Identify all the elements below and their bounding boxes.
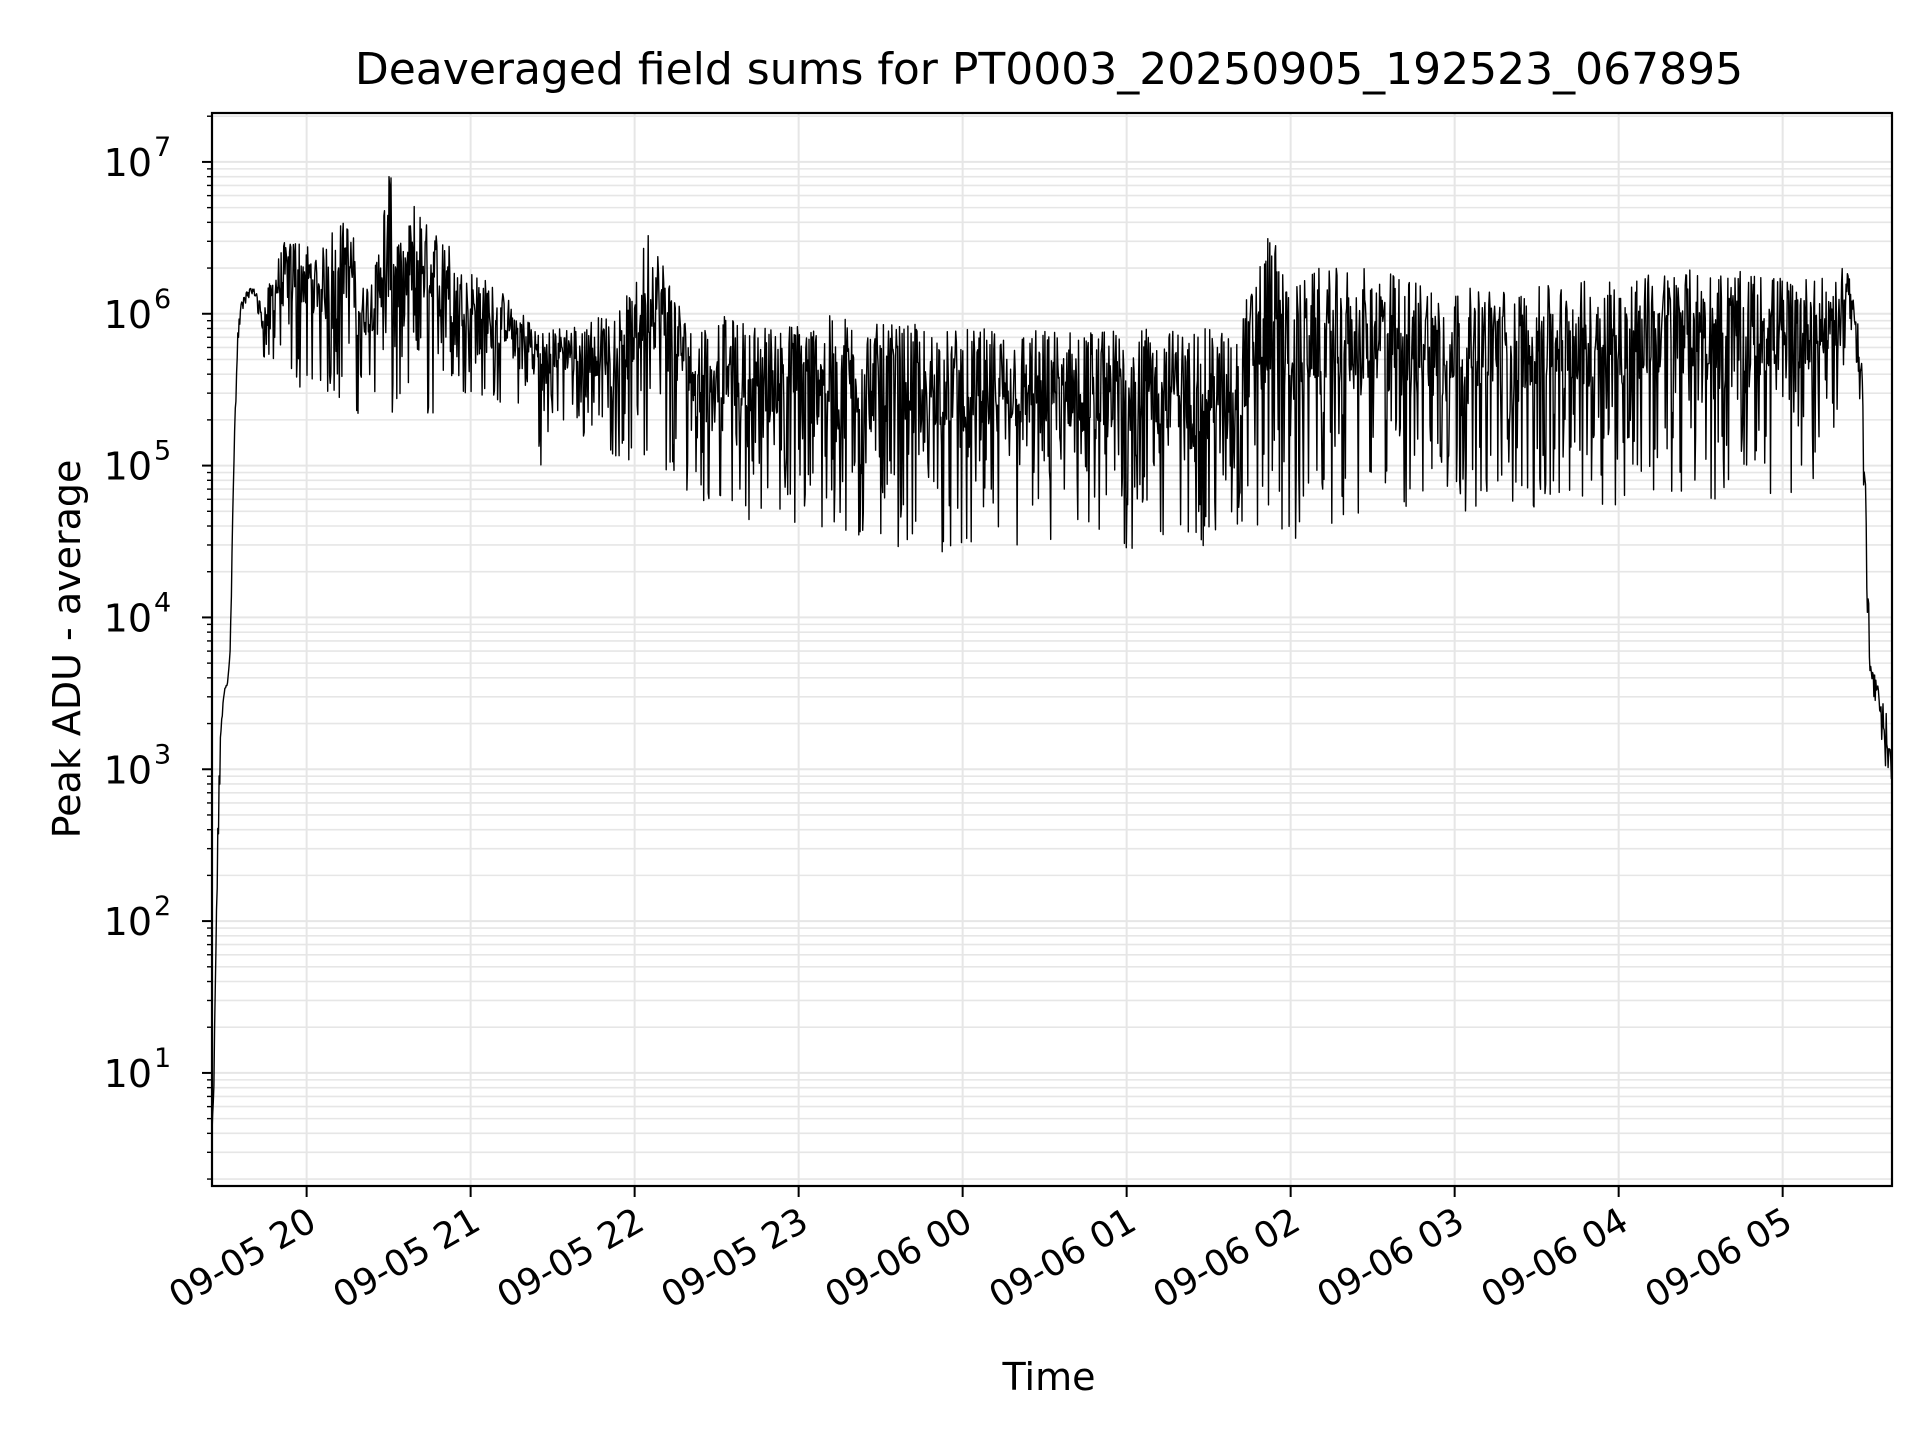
y-tick-exponent: 5 (154, 436, 171, 467)
grid-lines (212, 113, 1892, 1186)
y-tick-exponent: 6 (154, 284, 171, 315)
y-tick-exponent: 7 (154, 132, 171, 163)
y-tick-label: 10 (104, 293, 152, 337)
chart-title: Deaveraged field sums for PT0003_2025090… (355, 44, 1743, 95)
y-tick-exponent: 2 (154, 891, 171, 922)
y-tick-label: 10 (104, 596, 152, 640)
x-tick-label: 09-05 23 (654, 1200, 815, 1316)
y-tick-label: 10 (104, 141, 152, 185)
y-tick-exponent: 3 (154, 739, 171, 770)
x-tick-label: 09-06 04 (1474, 1200, 1635, 1316)
y-tick-label: 10 (104, 1052, 152, 1096)
y-tick-label: 10 (104, 900, 152, 944)
y-tick-label: 10 (104, 445, 152, 489)
series-line (211, 176, 1893, 1134)
x-tick-label: 09-05 20 (162, 1200, 323, 1316)
y-tick-exponent: 1 (154, 1043, 171, 1074)
plot-frame (210, 111, 1894, 1188)
y-tick-exponent: 4 (154, 587, 171, 618)
y-tick-label: 10 (104, 748, 152, 792)
x-axis-label: Time (1002, 1355, 1096, 1399)
x-tick-label: 09-05 22 (490, 1200, 651, 1316)
x-tick-label: 09-06 02 (1146, 1200, 1307, 1316)
y-axis-label: Peak ADU - average (45, 460, 89, 839)
x-tick-label: 09-06 00 (818, 1200, 979, 1316)
x-tick-label: 09-05 21 (326, 1200, 487, 1316)
data-series (211, 176, 1893, 1134)
x-tick-label: 09-06 05 (1638, 1200, 1799, 1316)
x-tick-label: 09-06 01 (982, 1200, 1143, 1316)
x-tick-label: 09-06 03 (1310, 1200, 1471, 1316)
